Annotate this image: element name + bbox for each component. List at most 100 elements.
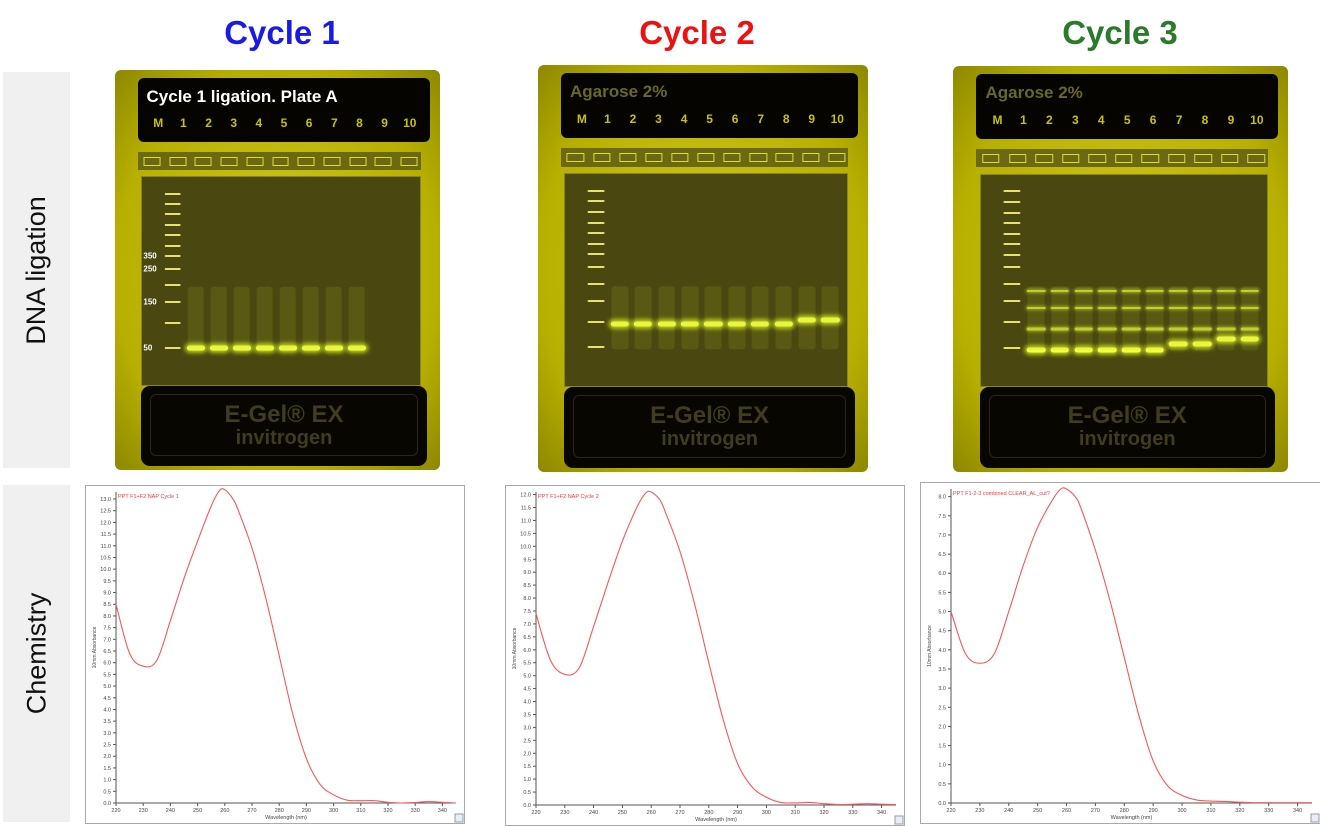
y-tick-label: 8.5 — [103, 602, 111, 608]
x-tick-label: 280 — [1120, 808, 1129, 814]
y-tick-label: 1.0 — [523, 777, 531, 783]
lane-smear — [728, 286, 745, 350]
lane-smear — [1051, 287, 1068, 350]
ladder-band — [164, 213, 181, 215]
x-tick-label: 240 — [166, 808, 175, 814]
ladder-band — [588, 300, 605, 302]
y-tick-label: 11.0 — [101, 544, 111, 550]
lane-smear — [210, 287, 227, 349]
y-tick-label: 4.5 — [938, 629, 946, 635]
y-tick-label: 8.0 — [523, 596, 531, 602]
y-tick-label: 13.0 — [100, 497, 111, 503]
well-row — [138, 152, 421, 170]
scroll-button-icon[interactable] — [455, 814, 463, 822]
maker-text: invitrogen — [990, 430, 1265, 448]
well — [375, 157, 392, 166]
lane-smear — [822, 286, 839, 350]
well — [982, 154, 999, 163]
lane-smear — [1217, 287, 1234, 350]
ladder-band — [1004, 321, 1021, 323]
cycle-1-title: Cycle 1 — [132, 14, 432, 52]
y-tick-label: 3.5 — [103, 719, 111, 725]
well — [567, 153, 584, 162]
x-tick-label: 220 — [946, 808, 955, 814]
brand-text: E-Gel® EX — [574, 402, 845, 430]
y-tick-label: 3.0 — [938, 686, 946, 692]
y-tick-label: 4.5 — [103, 696, 111, 702]
well — [1194, 154, 1211, 163]
x-axis-label: Wavelength (nm) — [265, 815, 307, 821]
x-tick-label: 280 — [704, 810, 713, 816]
x-tick-label: 250 — [618, 810, 627, 816]
lane-label: 9 — [808, 112, 815, 126]
ladder-band — [1004, 300, 1021, 302]
ladder-band — [588, 321, 605, 323]
ladder-band — [164, 255, 181, 257]
y-tick-label: 7.0 — [938, 533, 946, 539]
gel-area — [564, 173, 848, 387]
y-tick-label: 1.5 — [523, 764, 531, 770]
lane-label: 1 — [604, 112, 611, 126]
scroll-button-icon[interactable] — [1311, 814, 1319, 822]
ladder-band — [164, 245, 181, 247]
x-tick-label: 220 — [531, 810, 540, 816]
x-tick-label: 340 — [1293, 808, 1302, 814]
y-tick-label: 6.0 — [103, 661, 111, 667]
lane-smear — [233, 287, 250, 349]
well — [1247, 154, 1264, 163]
absorbance-curve — [536, 491, 896, 804]
chart-svg: 0.00.51.01.52.02.53.03.54.04.55.05.56.06… — [86, 486, 464, 823]
well — [1115, 154, 1132, 163]
ladder-band — [588, 211, 605, 213]
well — [349, 157, 366, 166]
y-tick-label: 10.0 — [520, 544, 531, 550]
y-tick-label: 7.0 — [103, 637, 111, 643]
scroll-button-icon[interactable] — [895, 816, 903, 824]
lane-label: 5 — [1124, 113, 1131, 127]
y-tick-label: 6.5 — [103, 649, 111, 655]
x-tick-label: 270 — [675, 810, 684, 816]
y-tick-label: 4.0 — [938, 648, 946, 654]
lane-label: 9 — [1228, 113, 1235, 127]
y-tick-label: 10.0 — [100, 567, 111, 573]
well — [1168, 154, 1185, 163]
y-tick-label: 2.5 — [103, 743, 111, 749]
lane-label: 6 — [732, 112, 739, 126]
lane-label: 7 — [757, 112, 764, 126]
lane-label: M — [993, 113, 1003, 127]
y-tick-label: 0.5 — [103, 789, 111, 795]
ladder-band — [1004, 222, 1021, 224]
lane-label: 8 — [1202, 113, 1209, 127]
y-tick-label: 1.5 — [938, 744, 946, 750]
ladder-size-label: 250 — [143, 264, 156, 273]
lane-smear — [1241, 287, 1258, 350]
x-tick-label: 340 — [877, 810, 886, 816]
lane-smear — [279, 287, 296, 349]
well — [1035, 154, 1052, 163]
well — [697, 153, 714, 162]
x-tick-label: 230 — [975, 808, 984, 814]
y-tick-label: 0.0 — [523, 803, 531, 809]
x-tick-label: 300 — [329, 808, 338, 814]
ladder-band — [588, 200, 605, 202]
y-tick-label: 3.5 — [523, 712, 531, 718]
lane-smear — [1027, 287, 1044, 350]
ladder-band — [1004, 254, 1021, 256]
x-tick-label: 330 — [1264, 808, 1273, 814]
y-tick-label: 2.5 — [523, 738, 531, 744]
y-tick-label: 10.5 — [100, 555, 111, 561]
well — [143, 157, 160, 166]
y-tick-label: 12.0 — [520, 493, 531, 499]
x-tick-label: 230 — [560, 810, 569, 816]
y-tick-label: 0.0 — [103, 801, 111, 807]
well — [593, 153, 610, 162]
x-tick-label: 290 — [302, 808, 311, 814]
x-tick-label: 290 — [1149, 808, 1158, 814]
